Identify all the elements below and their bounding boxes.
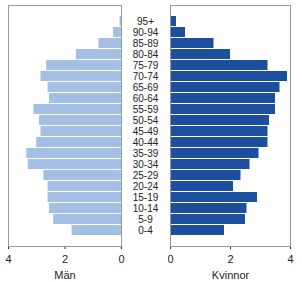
svg-text:0: 0: [118, 253, 124, 265]
svg-text:Män: Män: [54, 269, 75, 281]
svg-text:30-34: 30-34: [133, 159, 159, 170]
svg-text:15-19: 15-19: [133, 192, 159, 203]
svg-text:Kvinnor: Kvinnor: [212, 269, 250, 281]
svg-text:4: 4: [287, 253, 293, 265]
svg-text:70-74: 70-74: [133, 71, 159, 82]
svg-text:25-29: 25-29: [133, 170, 159, 181]
svg-text:5-9: 5-9: [138, 214, 153, 225]
svg-text:2: 2: [227, 253, 233, 265]
svg-text:80-84: 80-84: [133, 49, 159, 60]
svg-text:2: 2: [62, 253, 68, 265]
svg-text:60-64: 60-64: [133, 93, 159, 104]
svg-text:65-69: 65-69: [133, 82, 159, 93]
svg-text:10-14: 10-14: [133, 203, 159, 214]
svg-text:95+: 95+: [137, 16, 154, 27]
svg-text:75-79: 75-79: [133, 60, 159, 71]
svg-text:4: 4: [5, 253, 11, 265]
svg-text:40-44: 40-44: [133, 137, 159, 148]
svg-text:0-4: 0-4: [138, 225, 153, 236]
svg-text:35-39: 35-39: [133, 148, 159, 159]
svg-text:20-24: 20-24: [133, 181, 159, 192]
svg-text:45-49: 45-49: [133, 126, 159, 137]
svg-text:0: 0: [168, 253, 174, 265]
svg-text:85-89: 85-89: [133, 38, 159, 49]
svg-text:55-59: 55-59: [133, 104, 159, 115]
svg-text:90-94: 90-94: [133, 27, 159, 38]
svg-text:50-54: 50-54: [133, 115, 159, 126]
